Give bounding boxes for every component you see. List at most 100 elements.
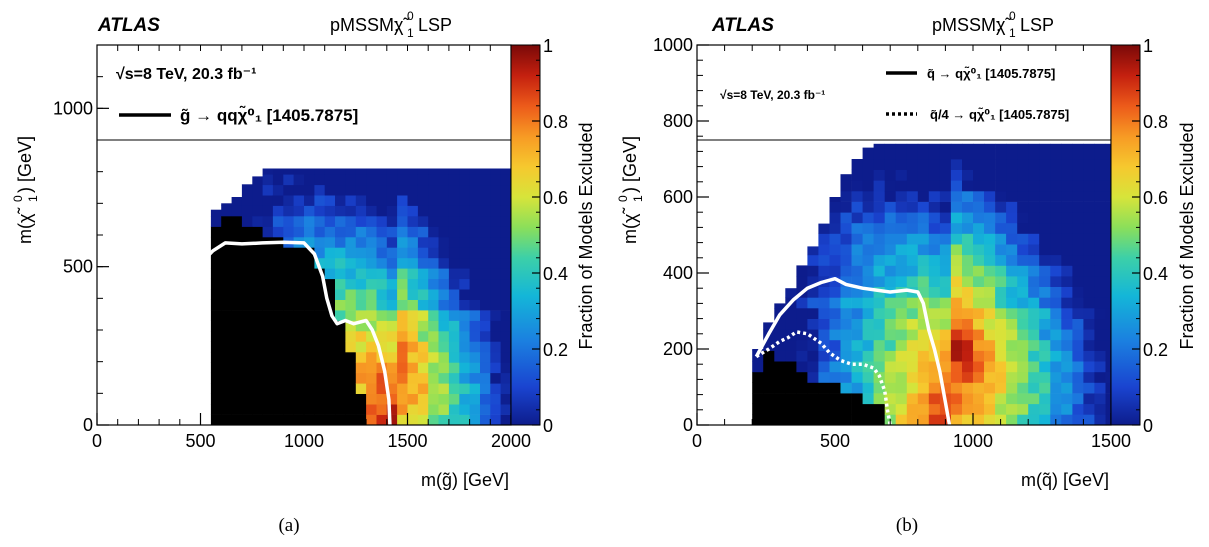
heatmap-cell — [1061, 233, 1073, 245]
heatmap-cell — [314, 184, 326, 196]
heatmap-cell — [884, 148, 897, 160]
heatmap-cell — [210, 310, 222, 321]
heatmap-cell — [448, 247, 460, 259]
legend-entry-solid: g̃ → qqχ̃⁰₁ [1405.7875] — [180, 105, 358, 125]
heatmap-cell — [490, 362, 502, 374]
heatmap-cell — [752, 403, 764, 415]
heatmap-cell — [221, 320, 232, 332]
heatmap-cell — [345, 404, 357, 415]
heatmap-cell — [962, 265, 974, 277]
heatmap-cell — [314, 341, 326, 353]
heatmap-cell — [366, 184, 377, 196]
heatmap-cell — [459, 310, 471, 321]
heatmap-cell — [917, 318, 930, 330]
heatmap-cell — [252, 393, 264, 405]
heatmap-cell — [210, 247, 222, 259]
heatmap-cell — [262, 226, 274, 238]
heatmap-cell — [1028, 180, 1040, 192]
heatmap-cell — [417, 372, 429, 384]
heatmap-cell — [304, 216, 315, 227]
heatmap-cell — [917, 361, 930, 373]
heatmap-cell — [231, 247, 243, 259]
heatmap-cell — [906, 371, 919, 383]
heatmap-cell — [1050, 254, 1062, 266]
heatmap-cell — [1094, 329, 1106, 341]
heatmap-cell — [272, 383, 284, 394]
heatmap-cell — [386, 184, 398, 196]
heatmap-cell — [840, 393, 852, 405]
heatmap-cell — [962, 190, 974, 202]
heatmap-cell — [1006, 233, 1018, 245]
heatmap-cell — [272, 404, 284, 415]
heatmap-cell — [345, 372, 357, 384]
colorbar-tick-label: 0.2 — [1143, 340, 1168, 360]
heatmap-cell — [774, 393, 786, 405]
heatmap-cell — [438, 174, 450, 186]
heatmap-cell — [469, 174, 481, 186]
heatmap-cell — [962, 371, 974, 383]
heatmap-cell — [962, 212, 974, 224]
heatmap-cell — [480, 404, 491, 415]
heatmap-cell — [829, 403, 841, 415]
heatmap-cell — [335, 310, 346, 321]
heatmap-cell — [973, 297, 985, 309]
heatmap-cell — [1061, 212, 1073, 224]
heatmap-cell — [873, 297, 885, 309]
heatmap-cell — [995, 329, 1007, 341]
heatmap-cell — [906, 382, 919, 394]
heatmap-cell — [1017, 169, 1029, 181]
heatmap-cell — [906, 297, 919, 309]
heatmap-cell — [386, 383, 398, 394]
heatmap-cell — [1028, 222, 1040, 234]
heatmap-cell — [950, 254, 963, 266]
heatmap-cell — [873, 169, 885, 181]
heatmap-cell — [785, 318, 797, 330]
contour-solid-line — [146, 240, 392, 426]
heatmap-cell — [210, 278, 222, 290]
heatmap-cell — [1105, 222, 1112, 234]
heatmap-cell — [241, 362, 253, 374]
heatmap-cell — [1028, 414, 1040, 426]
heatmap-cell — [1072, 201, 1084, 213]
heatmap-cell — [1072, 393, 1084, 405]
colorbar-label: Fraction of Models Excluded — [576, 122, 596, 349]
heatmap-cell — [252, 372, 264, 384]
heatmap-cell — [752, 361, 764, 373]
heatmap-cell — [851, 414, 863, 426]
heatmap-cell — [345, 393, 357, 405]
heatmap-cell — [851, 350, 863, 362]
heatmap-cell — [500, 257, 512, 269]
heatmap-cell — [939, 143, 952, 149]
heatmap-cell — [1094, 382, 1106, 394]
heatmap-cell — [884, 169, 897, 181]
heatmap-cell — [984, 361, 996, 373]
heatmap-cell — [884, 190, 897, 202]
heatmap-cell — [829, 382, 841, 394]
heatmap-cell — [1061, 382, 1073, 394]
heatmap-cell — [973, 244, 985, 256]
heatmap-cell — [221, 341, 232, 353]
heatmap-cell — [873, 143, 885, 149]
heatmap-cell — [906, 329, 919, 341]
heatmap-cell — [884, 318, 897, 330]
heatmap-cell — [376, 372, 388, 384]
heatmap-cell — [895, 212, 908, 224]
heatmap-cell — [906, 265, 919, 277]
heatmap-cell — [304, 404, 315, 415]
heatmap-cell — [973, 414, 985, 426]
heatmap-cell — [807, 382, 819, 394]
heatmap-cell — [807, 286, 819, 298]
heatmap-cell — [1083, 308, 1095, 319]
heatmap-cell — [231, 257, 243, 269]
heatmap-cell — [314, 205, 326, 217]
heatmap-cell — [928, 403, 941, 415]
heatmap-cell — [1039, 318, 1051, 330]
heatmap-cell — [984, 414, 996, 426]
heatmap-cell — [818, 244, 830, 256]
heatmap-cell — [962, 201, 974, 213]
heatmap-cell — [873, 329, 885, 341]
heatmap-cell — [438, 330, 450, 342]
heatmap-cell — [355, 236, 367, 248]
heatmap-cell — [283, 393, 294, 405]
